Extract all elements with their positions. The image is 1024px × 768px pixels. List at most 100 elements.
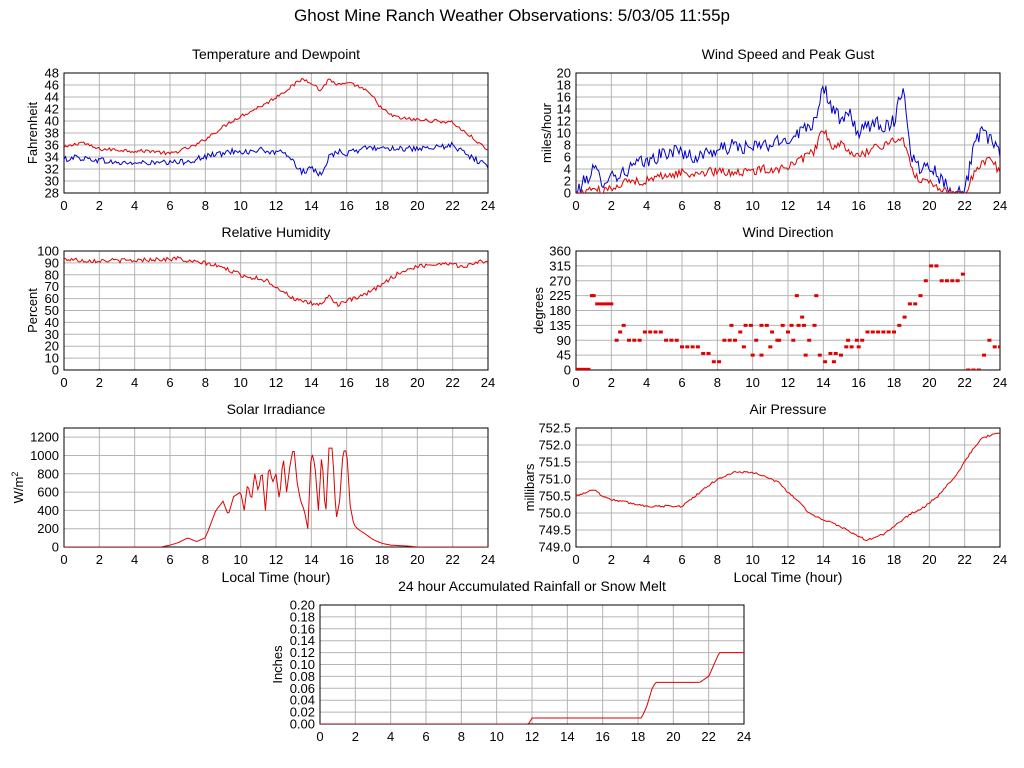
data-point <box>764 323 769 327</box>
data-point <box>817 353 822 357</box>
x-tick-label: 20 <box>922 375 936 390</box>
plot-frame <box>575 427 1001 548</box>
y-tick-label: 0.20 <box>290 598 315 613</box>
data-point <box>945 279 949 283</box>
data-point <box>929 264 934 268</box>
y-tick-label: 0.06 <box>290 681 315 696</box>
data-point <box>897 323 902 327</box>
x-tick-label: 6 <box>422 729 429 744</box>
data-point <box>823 360 828 364</box>
chart-rain: 24 hour Accumulated Rainfall or Snow Mel… <box>270 578 751 744</box>
y-tick-label: 34 <box>45 150 59 165</box>
x-axis-label: Local Time (hour) <box>734 569 843 585</box>
data-point <box>727 338 732 342</box>
y-tick-label: 225 <box>549 288 571 303</box>
y-tick-label: 0.02 <box>290 705 315 720</box>
data-point <box>717 360 722 364</box>
x-tick-label: 24 <box>481 375 495 390</box>
x-tick-label: 16 <box>851 375 865 390</box>
x-tick-label: 22 <box>445 552 459 567</box>
series-line <box>576 432 1000 542</box>
data-point <box>711 360 716 364</box>
data-point <box>738 330 743 334</box>
data-point <box>971 368 976 370</box>
data-point <box>865 330 870 334</box>
data-point <box>576 367 580 370</box>
y-tick-label: 6 <box>564 150 571 165</box>
data-point <box>586 367 591 370</box>
x-tick-label: 10 <box>233 552 247 567</box>
y-tick-label: 752.5 <box>538 421 571 436</box>
data-point <box>786 330 790 334</box>
data-point <box>791 338 796 342</box>
data-point <box>759 323 764 327</box>
y-tick-label: 749.0 <box>538 540 571 555</box>
y-axis-label: W/m2 <box>10 472 26 504</box>
chart-title: Solar Irradiance <box>227 401 326 417</box>
x-tick-label: 6 <box>678 552 685 567</box>
y-tick-label: 0.08 <box>290 669 315 684</box>
data-point <box>658 330 663 334</box>
data-point <box>966 368 971 370</box>
data-point <box>833 351 838 355</box>
chart-title: Relative Humidity <box>222 224 331 240</box>
y-tick-label: 0.10 <box>290 657 315 672</box>
plot-frame <box>63 72 489 194</box>
plot-frame <box>575 72 1001 194</box>
x-tick-label: 20 <box>666 729 680 744</box>
y-tick-label: 28 <box>45 186 59 201</box>
data-point <box>632 338 637 342</box>
data-point <box>706 351 711 355</box>
y-tick-label: 0.12 <box>290 645 315 660</box>
y-tick-label: 30 <box>45 327 59 342</box>
data-point <box>598 302 603 306</box>
data-point <box>794 294 799 298</box>
y-tick-label: 180 <box>549 303 571 318</box>
x-tick-label: 2 <box>96 375 103 390</box>
x-tick-label: 8 <box>714 552 721 567</box>
y-tick-label: 0 <box>564 186 571 201</box>
x-tick-label: 20 <box>410 552 424 567</box>
data-point <box>918 294 923 298</box>
data-point <box>801 323 806 327</box>
chart-title: 24 hour Accumulated Rainfall or Snow Mel… <box>398 578 666 594</box>
y-tick-label: 45 <box>557 348 571 363</box>
y-tick-label: 135 <box>549 318 571 333</box>
series-line <box>576 84 1000 193</box>
data-point <box>803 353 808 357</box>
data-point <box>839 353 843 357</box>
data-point <box>743 323 748 327</box>
y-tick-label: 10 <box>557 126 571 141</box>
data-point <box>695 345 700 349</box>
data-point <box>881 330 886 334</box>
y-tick-label: 46 <box>45 78 59 93</box>
y-tick-label: 20 <box>45 339 59 354</box>
y-tick-label: 48 <box>45 66 59 81</box>
data-point <box>913 302 918 306</box>
x-tick-label: 4 <box>131 552 138 567</box>
data-point <box>860 338 865 342</box>
x-tick-label: 24 <box>993 552 1007 567</box>
data-point <box>614 338 619 342</box>
x-tick-label: 12 <box>269 198 283 213</box>
y-tick-label: 70 <box>45 279 59 294</box>
y-tick-label: 750.0 <box>538 506 571 521</box>
x-tick-label: 0 <box>572 198 579 213</box>
x-tick-label: 6 <box>166 375 173 390</box>
data-point <box>939 279 944 283</box>
x-tick-label: 24 <box>737 729 751 744</box>
x-tick-label: 18 <box>887 375 901 390</box>
data-point <box>685 345 690 349</box>
y-tick-label: 360 <box>549 244 571 259</box>
x-tick-label: 0 <box>572 552 579 567</box>
x-tick-label: 8 <box>714 375 721 390</box>
data-point <box>923 279 928 283</box>
data-point <box>627 338 631 342</box>
y-tick-label: 270 <box>549 273 571 288</box>
data-point <box>618 330 623 334</box>
x-tick-label: 2 <box>608 552 615 567</box>
